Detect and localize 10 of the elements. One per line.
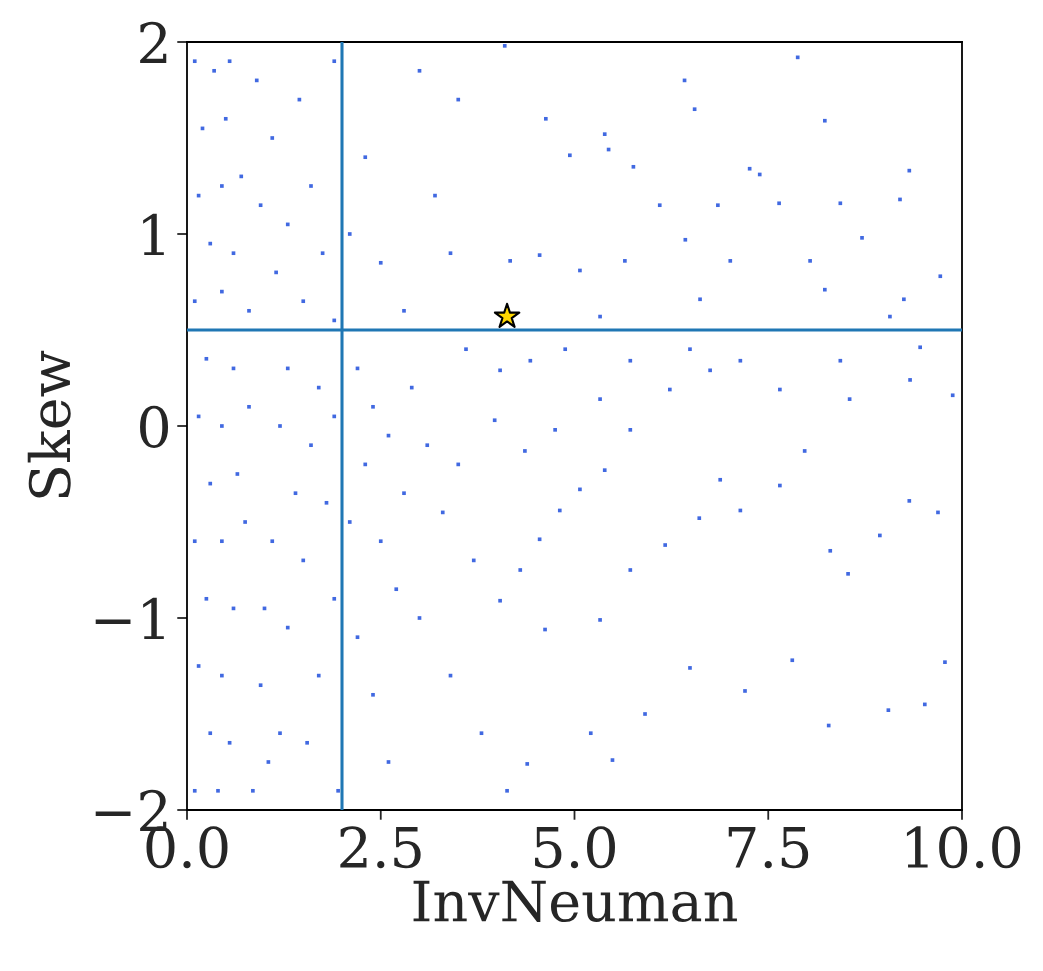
y-axis-title: Skew — [27, 350, 71, 498]
y-tick-label: 1 — [143, 213, 164, 256]
y-tick-label: 0 — [140, 405, 169, 448]
x-tick-label: 5.0 — [535, 826, 615, 869]
x-tick-label: 7.5 — [728, 826, 809, 869]
y-tick-label: 2 — [140, 21, 167, 64]
x-tick-label: 10.0 — [906, 826, 1021, 869]
x-axis-title: InvNeuman — [413, 880, 737, 923]
y-tick-label: −1 — [95, 597, 164, 640]
x-tick-label: 2.5 — [340, 826, 421, 869]
